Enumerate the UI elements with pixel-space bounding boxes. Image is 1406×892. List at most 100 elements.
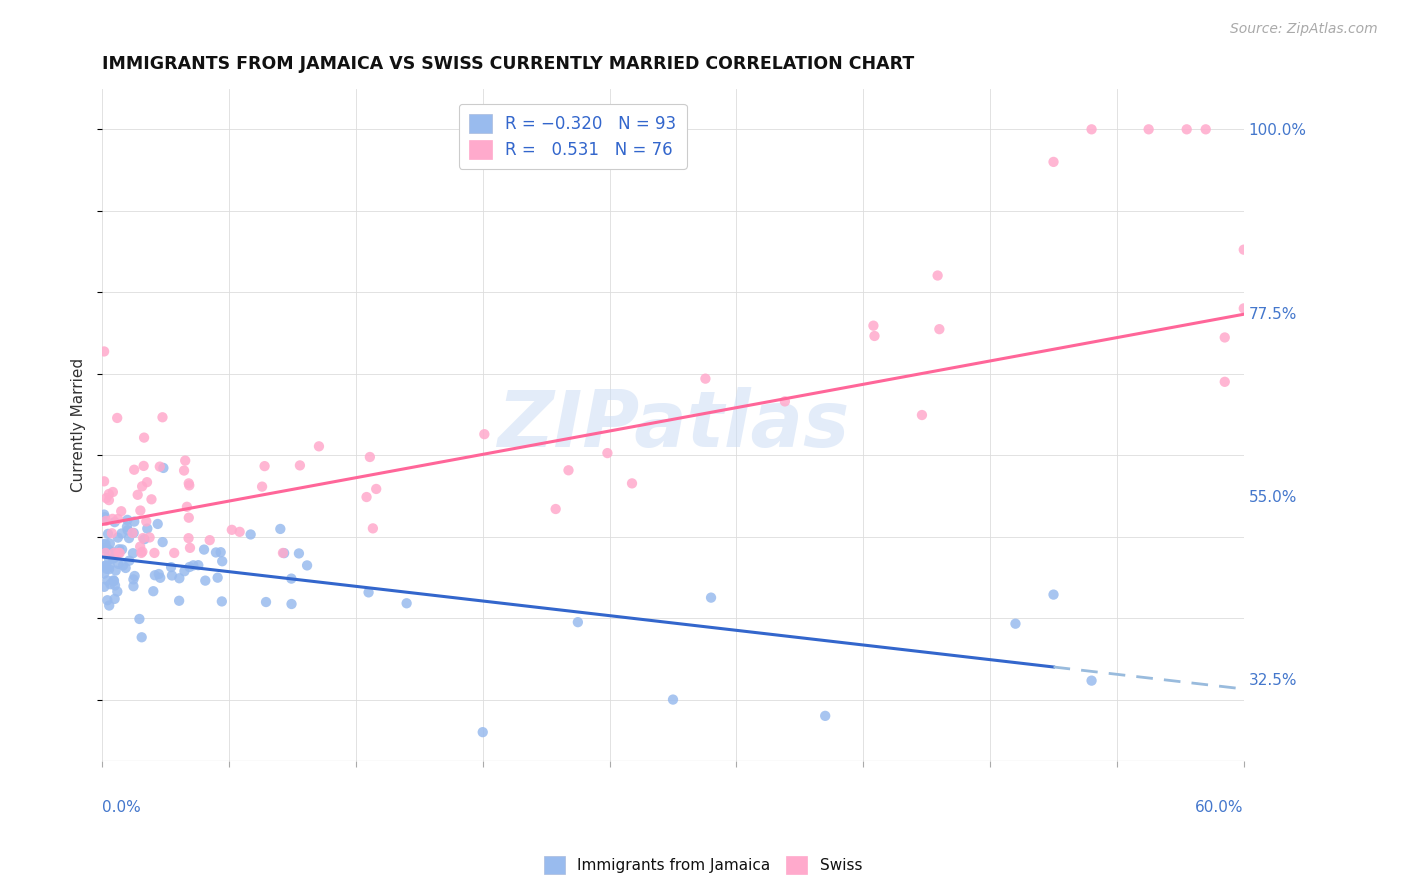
Point (361, 521, 384, 535)
Text: IMMIGRANTS FROM JAMAICA VS SWISS CURRENTLY MARRIED CORRELATION CHART: IMMIGRANTS FROM JAMAICA VS SWISS CURRENT… (103, 55, 914, 73)
Point (124, 569, 146, 583)
Point (98, 558, 121, 573)
Point (122, 463, 145, 477)
Point (131, 479, 153, 493)
Point (152, 410, 174, 425)
Point (104, 564, 127, 578)
Point (254, 595, 277, 609)
Point (129, 540, 152, 554)
Point (110, 526, 132, 541)
Point (132, 458, 155, 473)
Point (211, 594, 233, 608)
Point (146, 516, 169, 531)
Point (100, 577, 122, 591)
Point (308, 439, 330, 453)
Point (1233, 243, 1256, 257)
Point (117, 523, 139, 537)
Point (122, 525, 145, 540)
Point (862, 318, 884, 333)
Point (927, 268, 949, 283)
Point (98, 552, 121, 566)
Text: 60.0%: 60.0% (1195, 799, 1244, 814)
Point (97, 527, 120, 541)
Point (181, 558, 204, 573)
Point (1042, 588, 1064, 602)
Point (271, 546, 294, 560)
Point (700, 591, 723, 605)
Point (94, 510, 117, 524)
Point (94, 546, 117, 560)
Point (366, 482, 388, 496)
Point (122, 573, 145, 587)
Point (148, 567, 170, 582)
Text: ZIPatlas: ZIPatlas (496, 386, 849, 463)
Point (1042, 155, 1064, 169)
Point (177, 510, 200, 524)
Point (179, 541, 201, 555)
Point (395, 596, 418, 610)
Point (1213, 330, 1236, 344)
Point (117, 513, 139, 527)
Point (114, 561, 136, 575)
Point (108, 542, 131, 557)
Point (187, 558, 209, 573)
Point (134, 532, 156, 546)
Point (472, 427, 495, 442)
Point (103, 574, 125, 588)
Point (104, 591, 127, 606)
Point (621, 476, 644, 491)
Point (179, 478, 201, 492)
Point (94, 537, 117, 551)
Point (136, 475, 159, 490)
Point (101, 551, 124, 566)
Text: Source: ZipAtlas.com: Source: ZipAtlas.com (1230, 22, 1378, 37)
Point (814, 709, 837, 723)
Point (143, 568, 166, 582)
Point (359, 450, 381, 464)
Point (273, 546, 295, 560)
Point (93, 537, 115, 551)
Point (101, 512, 124, 526)
Point (94, 558, 117, 573)
Point (295, 558, 318, 573)
Point (557, 463, 579, 477)
Point (110, 504, 132, 518)
Point (103, 574, 125, 588)
Point (108, 546, 131, 560)
Point (93, 566, 115, 581)
Point (288, 458, 311, 473)
Point (136, 522, 159, 536)
Point (118, 554, 141, 568)
Point (132, 531, 155, 545)
Point (160, 568, 183, 582)
Point (177, 531, 200, 545)
Point (121, 526, 143, 541)
Point (111, 542, 134, 557)
Point (163, 546, 186, 560)
Point (209, 545, 232, 559)
Point (93, 508, 115, 522)
Point (1080, 673, 1102, 688)
Text: 0.0%: 0.0% (103, 799, 141, 814)
Point (205, 545, 228, 559)
Point (132, 431, 155, 445)
Point (1004, 616, 1026, 631)
Point (567, 615, 589, 629)
Point (105, 584, 128, 599)
Point (128, 612, 150, 626)
Point (135, 515, 157, 529)
Point (104, 578, 127, 592)
Point (1137, 122, 1160, 136)
Point (280, 572, 302, 586)
Point (288, 546, 311, 560)
Point (115, 520, 138, 534)
Point (98, 562, 121, 576)
Point (221, 523, 243, 537)
Point (695, 372, 717, 386)
Point (129, 503, 152, 517)
Point (98, 599, 121, 613)
Point (101, 545, 124, 559)
Point (118, 531, 141, 545)
Point (97, 542, 120, 557)
Point (662, 692, 685, 706)
